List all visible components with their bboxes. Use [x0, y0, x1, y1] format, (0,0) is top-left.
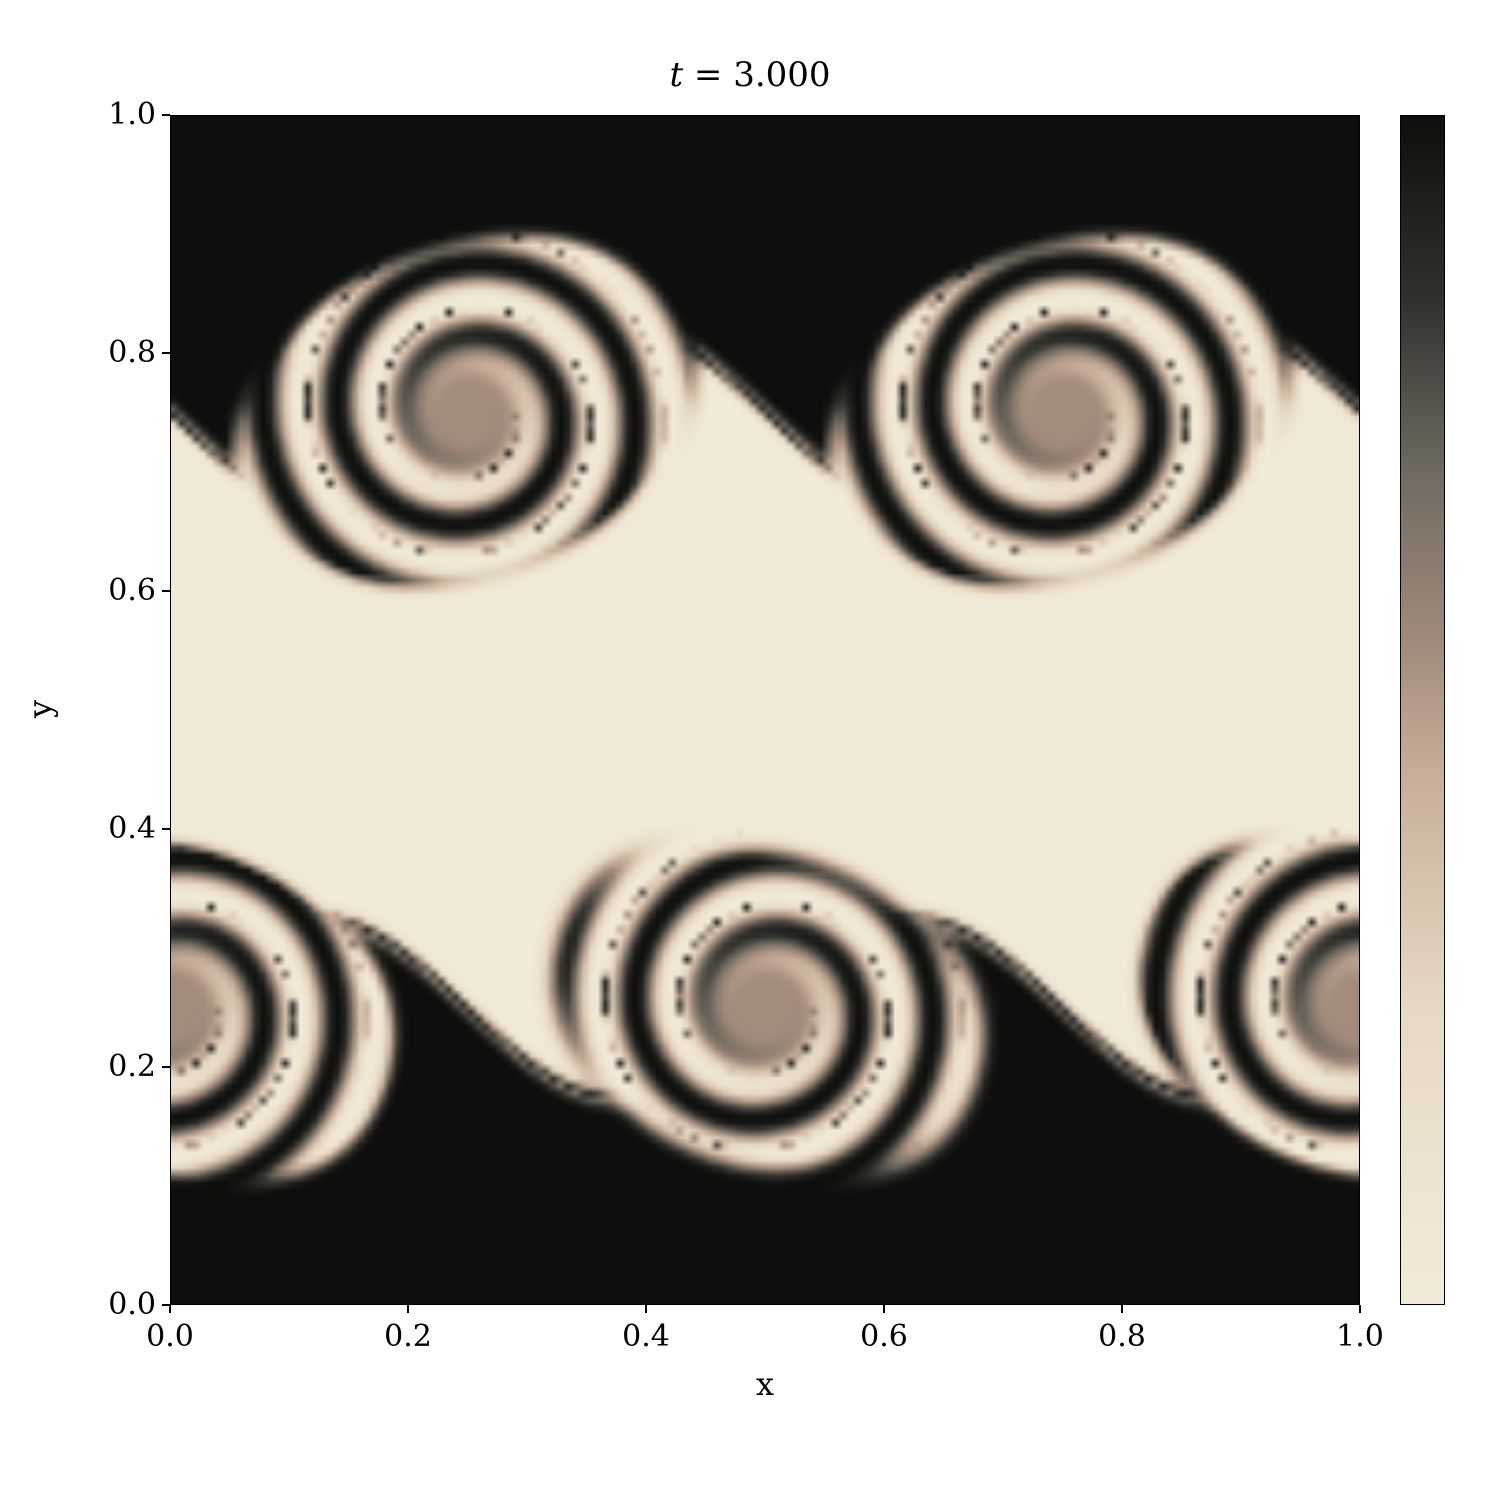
x-tick-label: 0.4 — [616, 1319, 676, 1354]
title-var: t — [669, 55, 683, 95]
y-tick-label: 0.2 — [108, 1049, 156, 1084]
y-tick-mark — [162, 114, 170, 116]
y-tick-mark — [162, 590, 170, 592]
y-axis-label: y — [21, 689, 59, 729]
x-tick-label: 1.0 — [1330, 1319, 1390, 1354]
x-tick-mark — [1121, 1305, 1123, 1313]
density-heatmap — [170, 115, 1360, 1305]
y-tick-label: 0.4 — [108, 811, 156, 846]
x-axis-label: x — [170, 1365, 1360, 1403]
x-tick-mark — [407, 1305, 409, 1313]
y-tick-label: 0.0 — [108, 1287, 156, 1322]
y-tick-label: 0.8 — [108, 335, 156, 370]
x-tick-mark — [169, 1305, 171, 1313]
y-tick-label: 0.6 — [108, 573, 156, 608]
title-eq: = — [694, 55, 733, 95]
plot-title: t = 3.000 — [0, 55, 1500, 95]
y-tick-mark — [162, 352, 170, 354]
x-tick-label: 0.8 — [1092, 1319, 1152, 1354]
y-tick-mark — [162, 1304, 170, 1306]
x-tick-mark — [1359, 1305, 1361, 1313]
colorbar — [1400, 115, 1445, 1305]
y-tick-mark — [162, 828, 170, 830]
y-tick-mark — [162, 1066, 170, 1068]
x-tick-label: 0.6 — [854, 1319, 914, 1354]
figure: t = 3.000 0.0 0.2 0.4 0.6 0.8 1.0 0.0 0.2 0.4 0.… — [0, 0, 1500, 1500]
x-tick-mark — [883, 1305, 885, 1313]
x-tick-label: 0.2 — [378, 1319, 438, 1354]
x-tick-label: 0.0 — [140, 1319, 200, 1354]
x-tick-mark — [645, 1305, 647, 1313]
y-tick-label: 1.0 — [108, 97, 156, 132]
title-val: 3.000 — [733, 55, 830, 95]
